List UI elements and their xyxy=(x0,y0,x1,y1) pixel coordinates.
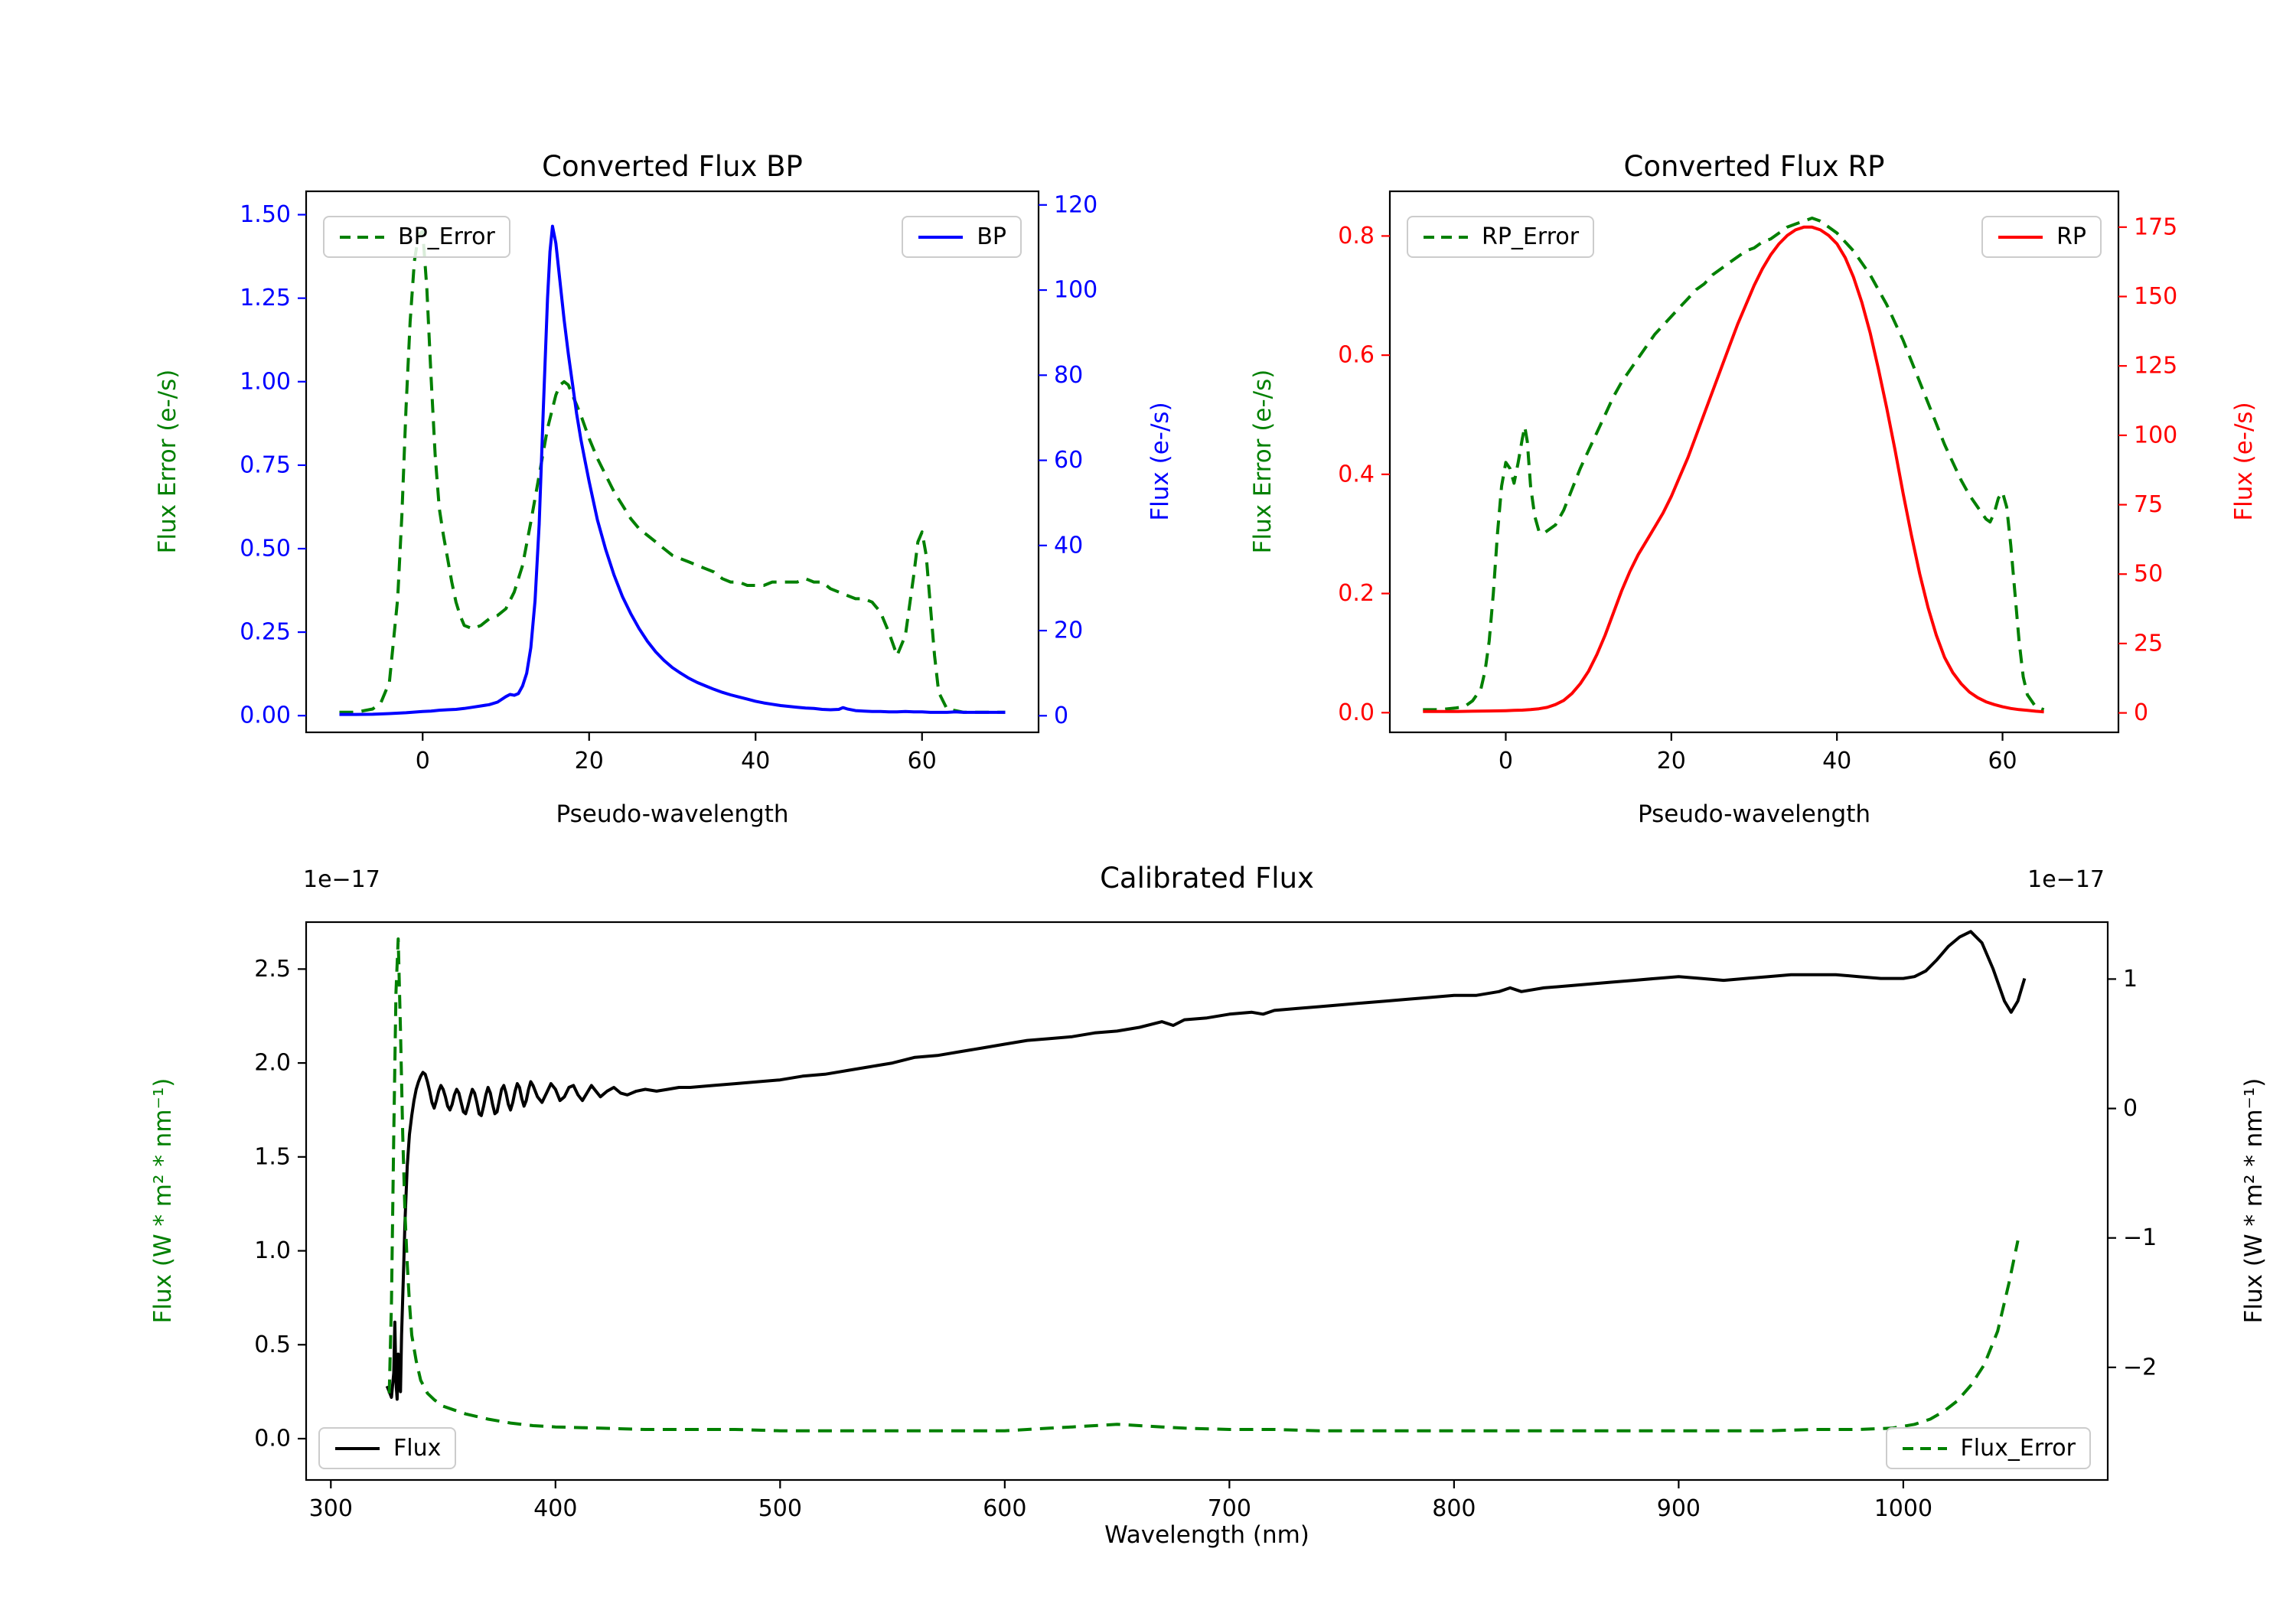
y-tick-label-right: 100 xyxy=(2134,422,2177,448)
x-tick-label: 900 xyxy=(1657,1495,1701,1522)
axes-spine xyxy=(305,190,1040,734)
y-tick-label-left: 0.00 xyxy=(240,702,291,729)
y-tick-label-left: 2.0 xyxy=(254,1050,291,1077)
y-tick-label-left: 2.5 xyxy=(254,956,291,983)
x-tick-label: 60 xyxy=(1988,748,2017,774)
y-tick-label-left: 0.75 xyxy=(240,451,291,478)
x-tick-label: 700 xyxy=(1208,1495,1251,1522)
y-tick-label-left: 1.25 xyxy=(240,285,291,311)
legend-label: BP_Error xyxy=(398,223,495,250)
y-tick-label-right: 175 xyxy=(2134,214,2177,240)
legend-flux: Flux xyxy=(318,1427,457,1469)
y-tick-label-left: 0.4 xyxy=(1338,461,1375,487)
legend-label: Flux_Error xyxy=(1960,1435,2076,1462)
axes-spine xyxy=(1388,190,2120,734)
y-axis-label-right: Flux (W * m² * nm⁻¹) xyxy=(2240,1077,2268,1324)
y-tick-label-right: 150 xyxy=(2134,283,2177,310)
y-tick-label-left: 1.0 xyxy=(254,1237,291,1264)
y-tick-label-left: 0.0 xyxy=(254,1426,291,1452)
chart-title: Calibrated Flux xyxy=(1100,862,1314,895)
legend-bp: BP xyxy=(902,216,1022,258)
series-BP xyxy=(339,224,1006,716)
x-axis-label: Pseudo-wavelength xyxy=(1637,800,1870,828)
y-tick-label-right: −1 xyxy=(2123,1224,2157,1251)
y-tick-label-right: 60 xyxy=(1054,447,1083,474)
y-axis-label-right: Flux (e-/s) xyxy=(2230,402,2258,521)
y-tick-label-right: 120 xyxy=(1054,191,1097,218)
y-tick-label-left: 1.5 xyxy=(254,1143,291,1170)
y-tick-label-left: 0.25 xyxy=(240,619,291,646)
legend-line-sample xyxy=(1998,235,2043,239)
y-tick-label-right: 20 xyxy=(1054,618,1083,644)
legend-line-sample xyxy=(918,235,964,239)
y-tick-label-left: 0.6 xyxy=(1338,342,1375,369)
legend-bp-error: BP_Error xyxy=(323,216,510,258)
series-RP xyxy=(1423,225,2044,714)
y-axis-label-right: Flux (e-/s) xyxy=(1146,402,1174,521)
series-RP_Error xyxy=(1423,217,2045,712)
x-tick-label: 500 xyxy=(758,1495,802,1522)
legend-label: BP xyxy=(977,223,1006,250)
legend-line-sample xyxy=(1424,235,1468,239)
y-tick-label-left: 0.8 xyxy=(1338,223,1375,249)
y-tick-label-right: 0 xyxy=(1054,702,1068,729)
axes-spine xyxy=(305,921,2109,1482)
y-tick-label-right: 125 xyxy=(2134,353,2177,380)
legend-line-sample xyxy=(1902,1446,1947,1450)
series-Flux xyxy=(385,930,2027,1401)
legend-line-sample xyxy=(335,1446,380,1450)
chart-title: Converted Flux BP xyxy=(542,150,803,183)
y-tick-label-left: 1.00 xyxy=(240,368,291,395)
x-axis-label: Wavelength (nm) xyxy=(1104,1521,1309,1549)
y-tick-label-right: 75 xyxy=(2134,491,2163,518)
legend-label: RP xyxy=(2056,223,2086,250)
x-tick-label: 600 xyxy=(983,1495,1026,1522)
y-tick-label-right: 80 xyxy=(1054,362,1083,389)
x-tick-label: 40 xyxy=(741,748,770,774)
legend-rp-error: RP_Error xyxy=(1407,216,1595,258)
x-tick-label: 1000 xyxy=(1874,1495,1932,1522)
x-tick-label: 800 xyxy=(1432,1495,1476,1522)
x-tick-label: 0 xyxy=(416,748,430,774)
plot-area-1: 0 20 40 60 0.0 0.2 0.4 0.6 0.8 0 25 50 75 100 125 150 17… xyxy=(1338,190,2177,774)
x-axis-label: Pseudo-wavelength xyxy=(556,800,789,828)
series-BP_Error xyxy=(339,230,1006,714)
y-axis-label-left: Flux Error (e-/s) xyxy=(154,369,181,554)
x-tick-label: 400 xyxy=(533,1495,577,1522)
legend-rp: RP xyxy=(1981,216,2102,258)
x-tick-label: 60 xyxy=(908,748,937,774)
x-tick-label: 300 xyxy=(309,1495,353,1522)
y-tick-label-right: 40 xyxy=(1054,532,1083,559)
y-tick-label-left: 0.2 xyxy=(1338,580,1375,607)
legend-label: RP_Error xyxy=(1482,223,1580,250)
offset-text-left: 1e−17 xyxy=(303,866,380,893)
y-tick-label-right: 1 xyxy=(2123,966,2138,993)
y-tick-label-left: 0.0 xyxy=(1338,699,1375,726)
legend-label: Flux xyxy=(393,1435,442,1462)
y-axis-label-left: Flux (W * m² * nm⁻¹) xyxy=(149,1077,177,1324)
y-tick-label-right: 100 xyxy=(1054,277,1097,304)
offset-text-right: 1e−17 xyxy=(2027,866,2105,893)
x-tick-label: 40 xyxy=(1822,748,1851,774)
y-tick-label-left: 0.5 xyxy=(254,1332,291,1358)
plot-area-0: 0 20 40 60 0.00 0.25 0.50 0.75 1.00 1.25 1.50 0 20 40… xyxy=(240,190,1097,774)
x-tick-label: 20 xyxy=(1657,748,1686,774)
y-tick-label-left: 0.50 xyxy=(240,535,291,562)
y-tick-label-right: 25 xyxy=(2134,630,2163,657)
y-tick-label-right: 0 xyxy=(2134,699,2148,726)
legend-flux-error: Flux_Error xyxy=(1885,1427,2091,1469)
y-axis-label-left: Flux Error (e-/s) xyxy=(1249,369,1277,554)
legend-line-sample xyxy=(340,235,384,239)
y-tick-label-right: −2 xyxy=(2123,1354,2157,1380)
x-tick-label: 0 xyxy=(1499,748,1513,774)
y-tick-label-right: 50 xyxy=(2134,561,2163,588)
x-tick-label: 20 xyxy=(575,748,604,774)
chart-title: Converted Flux RP xyxy=(1623,150,1885,183)
y-tick-label-right: 0 xyxy=(2123,1095,2138,1122)
plot-area-2: 300 400 500 600 700 800 900 1000 0.0 0.5 1.0 1.5 2.0… xyxy=(254,921,2157,1522)
series-Flux_Error xyxy=(387,937,2020,1433)
y-tick-label-left: 1.50 xyxy=(240,201,291,228)
